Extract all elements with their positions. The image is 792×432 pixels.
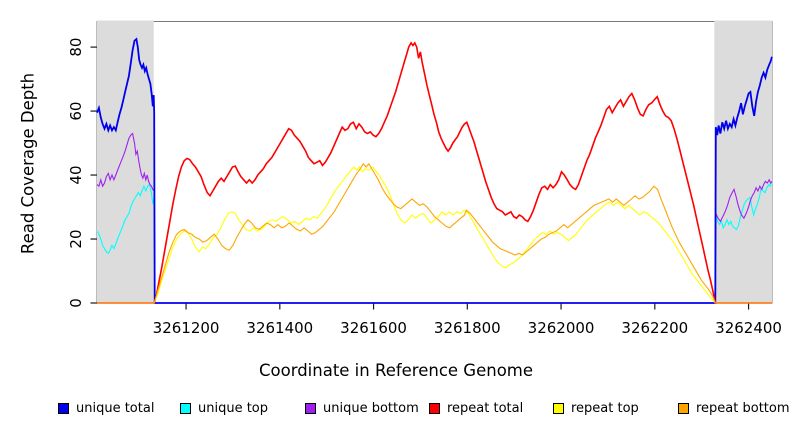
x-tick-label: 3261600 <box>340 319 407 337</box>
y-tick-label: 60 <box>67 102 85 121</box>
y-tick-label: 20 <box>67 229 85 248</box>
x-tick-label: 3262000 <box>528 319 595 337</box>
shaded-region-left <box>97 20 154 304</box>
series-line-unique-top <box>96 181 773 304</box>
series-line-repeat-bottom <box>97 162 772 304</box>
shaded-region-right <box>714 20 772 304</box>
x-tick-label: 3261400 <box>246 319 313 337</box>
x-tick-label: 3261200 <box>153 319 220 337</box>
plot-box <box>96 21 773 304</box>
y-tick-label: 0 <box>67 298 85 308</box>
y-tick-label: 80 <box>67 38 85 57</box>
x-tick-label: 3262400 <box>715 319 782 337</box>
y-tick-label: 40 <box>67 165 85 184</box>
x-tick-label: 3261800 <box>434 319 501 337</box>
series-line-unique-total <box>96 37 773 304</box>
x-axis-label: Coordinate in Reference Genome <box>258 361 534 380</box>
x-tick-label: 3262200 <box>621 319 688 337</box>
series-line-repeat-top <box>97 166 772 304</box>
series-line-repeat-total <box>97 41 772 304</box>
series-line-unique-bottom <box>96 132 773 304</box>
y-axis-label: Read Coverage Depth <box>18 72 38 255</box>
